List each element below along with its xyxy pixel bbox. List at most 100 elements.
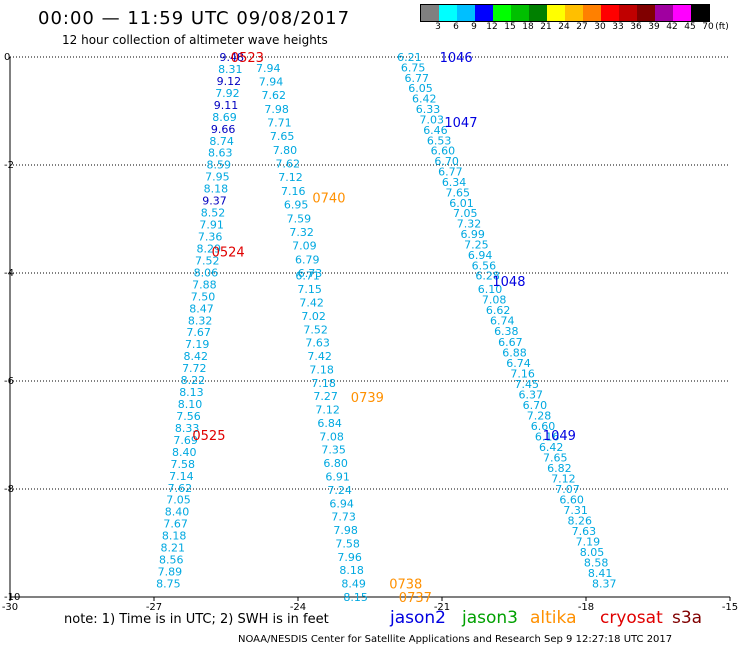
legend-swatch [673, 5, 691, 21]
swh-value: 7.98 [264, 103, 289, 116]
time-annotation: 0523 [231, 51, 264, 66]
swh-value: 7.12 [315, 404, 340, 417]
swh-value: 8.69 [212, 111, 237, 124]
swh-value: 7.62 [262, 89, 287, 102]
swh-value: 7.50 [191, 290, 216, 303]
swh-value: 6.70 [523, 399, 548, 412]
satellite-label-altika: altika [530, 608, 577, 628]
swh-value: 8.18 [339, 564, 364, 577]
swh-value: 8.21 [160, 542, 185, 555]
swh-value: 7.08 [482, 294, 507, 307]
swh-value: 8.40 [172, 446, 197, 459]
swh-value: 7.94 [259, 75, 284, 88]
swh-value: 7.88 [192, 278, 217, 291]
swh-value: 7.07 [555, 483, 580, 496]
swh-value: 7.31 [563, 504, 588, 517]
x-tick-label: -24 [290, 602, 306, 613]
chart-subtitle: 12 hour collection of altimeter wave hei… [62, 33, 328, 47]
swh-value: 6.77 [438, 166, 463, 179]
swh-value: 7.62 [275, 158, 300, 171]
legend-label: 39 [648, 22, 660, 32]
swh-value: 8.37 [592, 578, 617, 591]
swh-value: 7.95 [205, 171, 230, 184]
time-annotation: 1049 [543, 429, 576, 444]
time-annotation: 0738 [389, 578, 422, 593]
swh-value: 8.56 [159, 554, 184, 567]
swh-value: 6.38 [494, 325, 519, 338]
x-tick-label: -30 [2, 602, 18, 613]
swh-value: 8.74 [209, 135, 234, 148]
swh-value: 8.05 [580, 546, 605, 559]
swh-value: 7.32 [457, 218, 482, 231]
swh-value: 6.28 [475, 270, 500, 283]
swh-value: 7.25 [464, 238, 489, 251]
swh-value: 6.74 [490, 315, 515, 328]
swh-value: 9.66 [211, 123, 236, 136]
swh-value: 7.73 [331, 511, 356, 524]
swh-value: 6.34 [442, 176, 467, 189]
swh-value: 8.75 [156, 578, 181, 591]
swh-value: 9.12 [217, 75, 242, 88]
swh-value: 7.94 [256, 62, 281, 75]
swh-value: 6.88 [502, 346, 527, 359]
time-annotation: 0525 [192, 429, 225, 444]
swh-value: 6.05 [408, 82, 433, 95]
swh-value: 7.45 [514, 378, 539, 391]
swh-value: 8.63 [208, 147, 233, 160]
legend-swatch [439, 5, 457, 21]
swh-value: 6.82 [547, 462, 572, 475]
swh-value: 6.60 [531, 420, 556, 433]
legend-swatch [691, 5, 709, 21]
swh-value: 7.92 [215, 87, 240, 100]
swh-value: 6.75 [401, 61, 426, 74]
satellite-label-jason3: jason3 [462, 608, 518, 628]
swh-value: 8.06 [194, 266, 219, 279]
legend-swatch [601, 5, 619, 21]
swh-value: 7.91 [199, 219, 224, 232]
y-tick-label: -10 [4, 592, 20, 603]
legend-label: 33 [612, 22, 624, 32]
x-tick-label: -21 [434, 602, 450, 613]
legend-label: 70 [702, 22, 714, 32]
swh-value: 7.65 [543, 451, 568, 464]
swh-value: 6.70 [434, 155, 459, 168]
swh-value: 7.98 [333, 524, 358, 537]
swh-value: 8.32 [188, 314, 213, 327]
swh-value: 6.60 [431, 145, 456, 158]
swh-value: 7.05 [166, 494, 191, 507]
legend-label: 30 [594, 22, 606, 32]
swh-value: 8.47 [189, 302, 214, 315]
swh-value: 7.42 [299, 296, 324, 309]
legend-label: 24 [558, 22, 570, 32]
satellite-label-s3a: s3a [672, 608, 703, 628]
swh-value: 9.48 [220, 51, 245, 64]
time-annotation: 1047 [444, 116, 477, 131]
swh-value: 6.94 [329, 497, 354, 510]
swh-value: 6.94 [468, 249, 493, 262]
x-tick-label: -27 [146, 602, 162, 613]
swh-value: 7.52 [195, 254, 220, 267]
swh-value: 7.69 [173, 434, 198, 447]
swh-value: 7.32 [289, 226, 314, 239]
swh-value: 8.26 [568, 514, 593, 527]
swh-value: 7.72 [182, 362, 207, 375]
swh-value: 6.16 [535, 430, 560, 443]
time-annotation: 1046 [440, 51, 473, 66]
swh-value: 7.58 [335, 537, 360, 550]
swh-value: 6.60 [559, 493, 584, 506]
swh-value: 6.79 [295, 253, 320, 266]
time-annotation: 1048 [492, 275, 525, 290]
color-legend [420, 4, 710, 22]
swh-value: 7.12 [551, 472, 576, 485]
swh-value: 7.05 [453, 207, 478, 220]
swh-value: 6.95 [284, 199, 309, 212]
swh-value: 6.42 [539, 441, 564, 454]
legend-label: 6 [453, 22, 459, 32]
swh-value: 6.71 [295, 270, 320, 283]
legend-swatch [655, 5, 673, 21]
legend-label: 21 [540, 22, 552, 32]
swh-value: 6.77 [405, 72, 430, 85]
swh-value: 6.42 [412, 93, 437, 106]
swh-value: 7.15 [297, 283, 322, 296]
swh-value: 6.53 [427, 134, 452, 147]
